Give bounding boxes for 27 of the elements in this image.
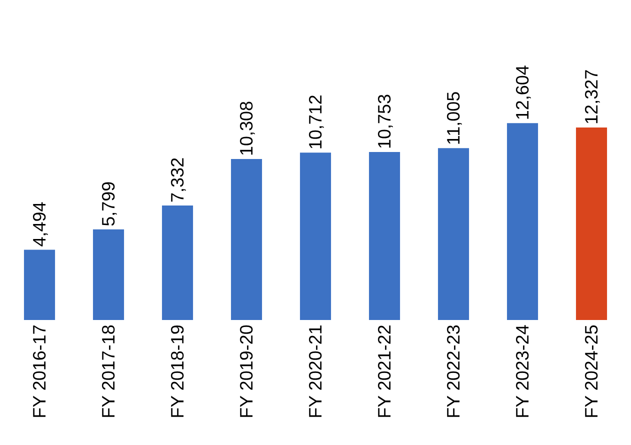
bar — [300, 152, 332, 320]
data-label: 5,799 — [98, 181, 119, 226]
data-label: 4,494 — [30, 202, 50, 247]
bar — [92, 229, 124, 320]
data-label: 10,712 — [305, 94, 326, 150]
x-tick-label: FY 2023-24 — [512, 324, 532, 418]
x-tick-label: FY 2016-17 — [29, 324, 50, 418]
x-tick-label: FY 2022-23 — [443, 324, 464, 418]
data-label: 12,327 — [582, 69, 602, 124]
bar — [506, 123, 538, 320]
bar — [368, 152, 400, 320]
x-tick-label: FY 2024-25 — [581, 324, 602, 418]
x-tick-label: FY 2019-20 — [236, 324, 256, 418]
data-label: 11,005 — [444, 91, 464, 146]
data-label: 10,308 — [236, 100, 256, 156]
data-label: 7,332 — [168, 157, 188, 202]
x-tick-label: FY 2021-22 — [374, 324, 394, 418]
bar — [24, 250, 56, 320]
bar — [162, 205, 194, 320]
x-tick-label: FY 2020-21 — [305, 324, 326, 418]
bar — [576, 127, 608, 320]
x-tick-label: FY 2018-19 — [167, 324, 188, 418]
bar — [438, 148, 470, 320]
bar — [230, 158, 262, 320]
x-tick-label: FY 2017-18 — [98, 324, 118, 418]
data-label: 12,604 — [512, 65, 533, 120]
data-label: 10,753 — [374, 94, 395, 150]
